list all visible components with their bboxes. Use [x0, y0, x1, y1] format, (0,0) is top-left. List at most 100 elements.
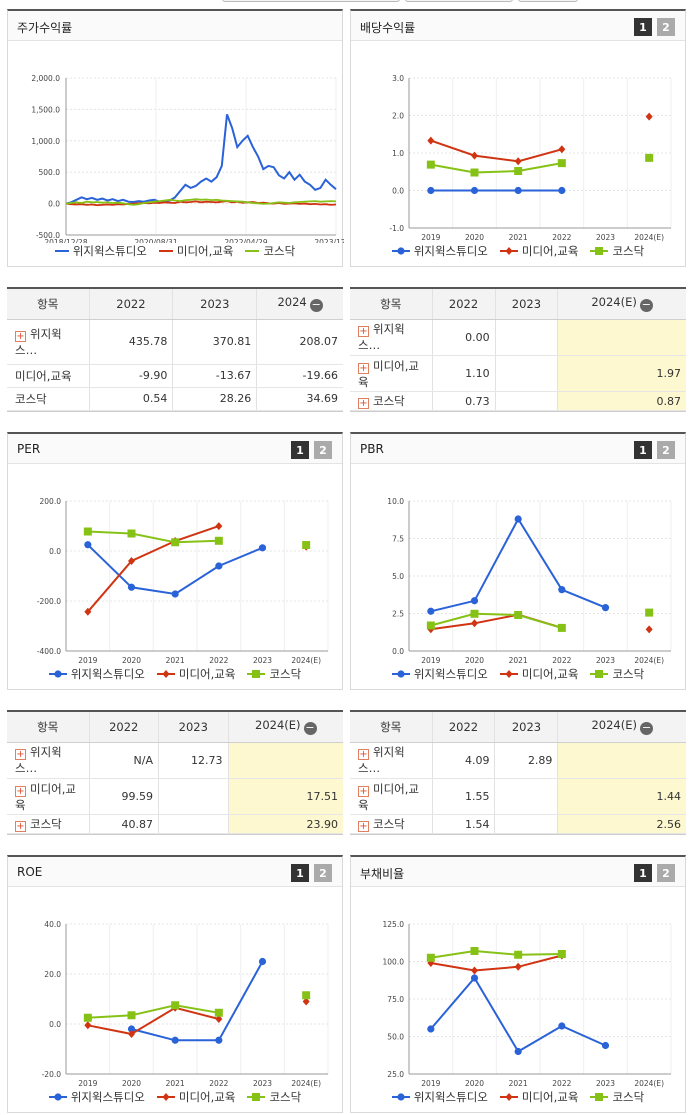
panel-title: 부채비율: [360, 867, 405, 881]
data-point: [427, 1025, 435, 1033]
collapse-icon[interactable]: −: [303, 721, 317, 736]
toolbar-button[interactable]: [405, 0, 513, 2]
data-point: [558, 145, 566, 154]
row-label: + 미디어,교육: [7, 778, 89, 816]
series-line: [87, 1006, 220, 1036]
data-point: [427, 136, 435, 145]
expand-plus-icon[interactable]: +: [15, 785, 26, 797]
expand-plus-icon[interactable]: +: [358, 749, 369, 761]
expand-plus-icon[interactable]: +: [15, 821, 26, 833]
legend-item[interactable]: 코스닥: [247, 1089, 301, 1105]
table-cell: 0.00: [431, 319, 496, 356]
table-header: 2024(E) −: [557, 712, 686, 743]
series-line: [430, 139, 563, 163]
data-point: [127, 583, 136, 591]
table-row: + 위지윅스… 435.78 370.81 208.07: [7, 319, 343, 365]
chart-legend: 위지윅스튜디오 미디어,교육 코스닥: [351, 1089, 685, 1105]
expand-plus-icon[interactable]: +: [358, 326, 369, 338]
legend-label: 미디어,교육: [178, 1090, 236, 1104]
table-header: 항목: [7, 289, 89, 320]
x-tick-label: 2023: [596, 233, 615, 242]
legend-item[interactable]: 코스닥: [590, 666, 644, 682]
period-button-2[interactable]: 2: [657, 864, 675, 882]
legend-item[interactable]: 코스닥: [247, 666, 301, 682]
legend-item[interactable]: 위지윅스튜디오: [48, 1089, 145, 1105]
data-point: [558, 586, 566, 594]
legend-label: 위지윅스튜디오: [413, 667, 488, 681]
chart-legend: 위지윅스튜디오 미디어,교육 코스닥: [351, 243, 685, 259]
x-tick-label: 2022: [552, 656, 571, 665]
expand-plus-icon[interactable]: +: [15, 749, 26, 761]
y-tick-label: -200.0: [37, 597, 61, 606]
data-point: [514, 186, 522, 195]
data-point: [470, 947, 479, 955]
expand-plus-icon[interactable]: +: [358, 398, 369, 410]
period-button-1[interactable]: 1: [291, 441, 309, 459]
legend-label: 코스닥: [269, 1090, 302, 1104]
legend-item-media[interactable]: 미디어,교육: [158, 244, 234, 258]
collapse-icon[interactable]: −: [639, 721, 653, 736]
data-point: [302, 991, 311, 1000]
data-point: [601, 1041, 610, 1050]
table-cell: 0.87: [557, 391, 686, 411]
toolbar-button[interactable]: [518, 0, 578, 2]
square-marker-icon: [247, 670, 266, 678]
expand-plus-icon[interactable]: +: [358, 785, 369, 797]
period-button-2[interactable]: 2: [657, 18, 675, 36]
legend-item[interactable]: 미디어,교육: [156, 1089, 236, 1105]
data-point: [127, 1025, 136, 1033]
table-cell: 2.89: [494, 742, 558, 779]
legend-item[interactable]: 위지윅스튜디오: [391, 666, 488, 682]
table-cell: [494, 778, 558, 816]
legend-item[interactable]: 코스닥: [590, 1089, 644, 1105]
x-tick-label: 2019: [78, 1079, 97, 1088]
table-cell: [158, 778, 229, 816]
table-header: 항목: [350, 289, 432, 320]
legend-item[interactable]: 위지윅스튜디오: [391, 243, 488, 259]
x-tick-label: 2021: [509, 233, 528, 242]
legend-item[interactable]: 코스닥: [590, 243, 644, 259]
expand-plus-icon[interactable]: +: [358, 821, 369, 833]
legend-item-wizi[interactable]: 위지윅스튜디오: [54, 244, 147, 258]
data-point: [128, 557, 135, 565]
series-line: [87, 525, 220, 613]
legend-item[interactable]: 위지윅스튜디오: [391, 1089, 488, 1105]
legend-item[interactable]: 미디어,교육: [499, 666, 578, 682]
period-button-2[interactable]: 2: [657, 441, 675, 459]
panel-title: 배당수익률: [360, 21, 416, 35]
period-button-1[interactable]: 1: [634, 441, 652, 459]
period-button-1[interactable]: 1: [634, 864, 652, 882]
expand-plus-icon[interactable]: +: [15, 330, 26, 342]
period-button-1[interactable]: 1: [634, 18, 652, 36]
data-point: [258, 544, 267, 552]
row-label: + 코스닥: [7, 814, 89, 834]
toolbar-button[interactable]: [222, 0, 400, 2]
period-button-1[interactable]: 1: [291, 864, 309, 882]
series-line: [430, 612, 563, 629]
y-tick-label: 20.0: [44, 970, 61, 979]
x-tick-label: 2024(E): [634, 656, 664, 665]
diamond-marker-icon: [499, 670, 518, 678]
period-button-2[interactable]: 2: [314, 864, 332, 882]
collapse-icon[interactable]: −: [309, 298, 323, 313]
table-cell: [494, 319, 558, 356]
y-tick-label: 0.0: [49, 547, 61, 556]
legend-item-kosdaq[interactable]: 코스닥: [245, 244, 296, 258]
table-cell: 370.81: [172, 319, 257, 365]
row-label: + 위지윅스…: [350, 742, 432, 779]
legend-item[interactable]: 위지윅스튜디오: [48, 666, 145, 682]
pbr-chart: 10.0 7.5 5.0 2.5 0.0 2019 2020 2021 2022 2023 2024…: [387, 497, 672, 665]
legend-item[interactable]: 미디어,교육: [499, 243, 578, 259]
legend-item[interactable]: 미디어,교육: [156, 666, 235, 682]
legend-label: 코스닥: [269, 667, 302, 681]
table-header: 2024(E) −: [557, 289, 686, 320]
table-cell: 2.56: [557, 814, 686, 834]
collapse-icon[interactable]: −: [639, 298, 653, 313]
expand-plus-icon[interactable]: +: [358, 362, 369, 374]
data-point: [302, 541, 311, 550]
data-point: [514, 950, 523, 959]
period-button-2[interactable]: 2: [314, 441, 332, 459]
x-tick-label: 2023: [596, 1079, 615, 1088]
legend-item[interactable]: 미디어,교육: [499, 1089, 578, 1105]
